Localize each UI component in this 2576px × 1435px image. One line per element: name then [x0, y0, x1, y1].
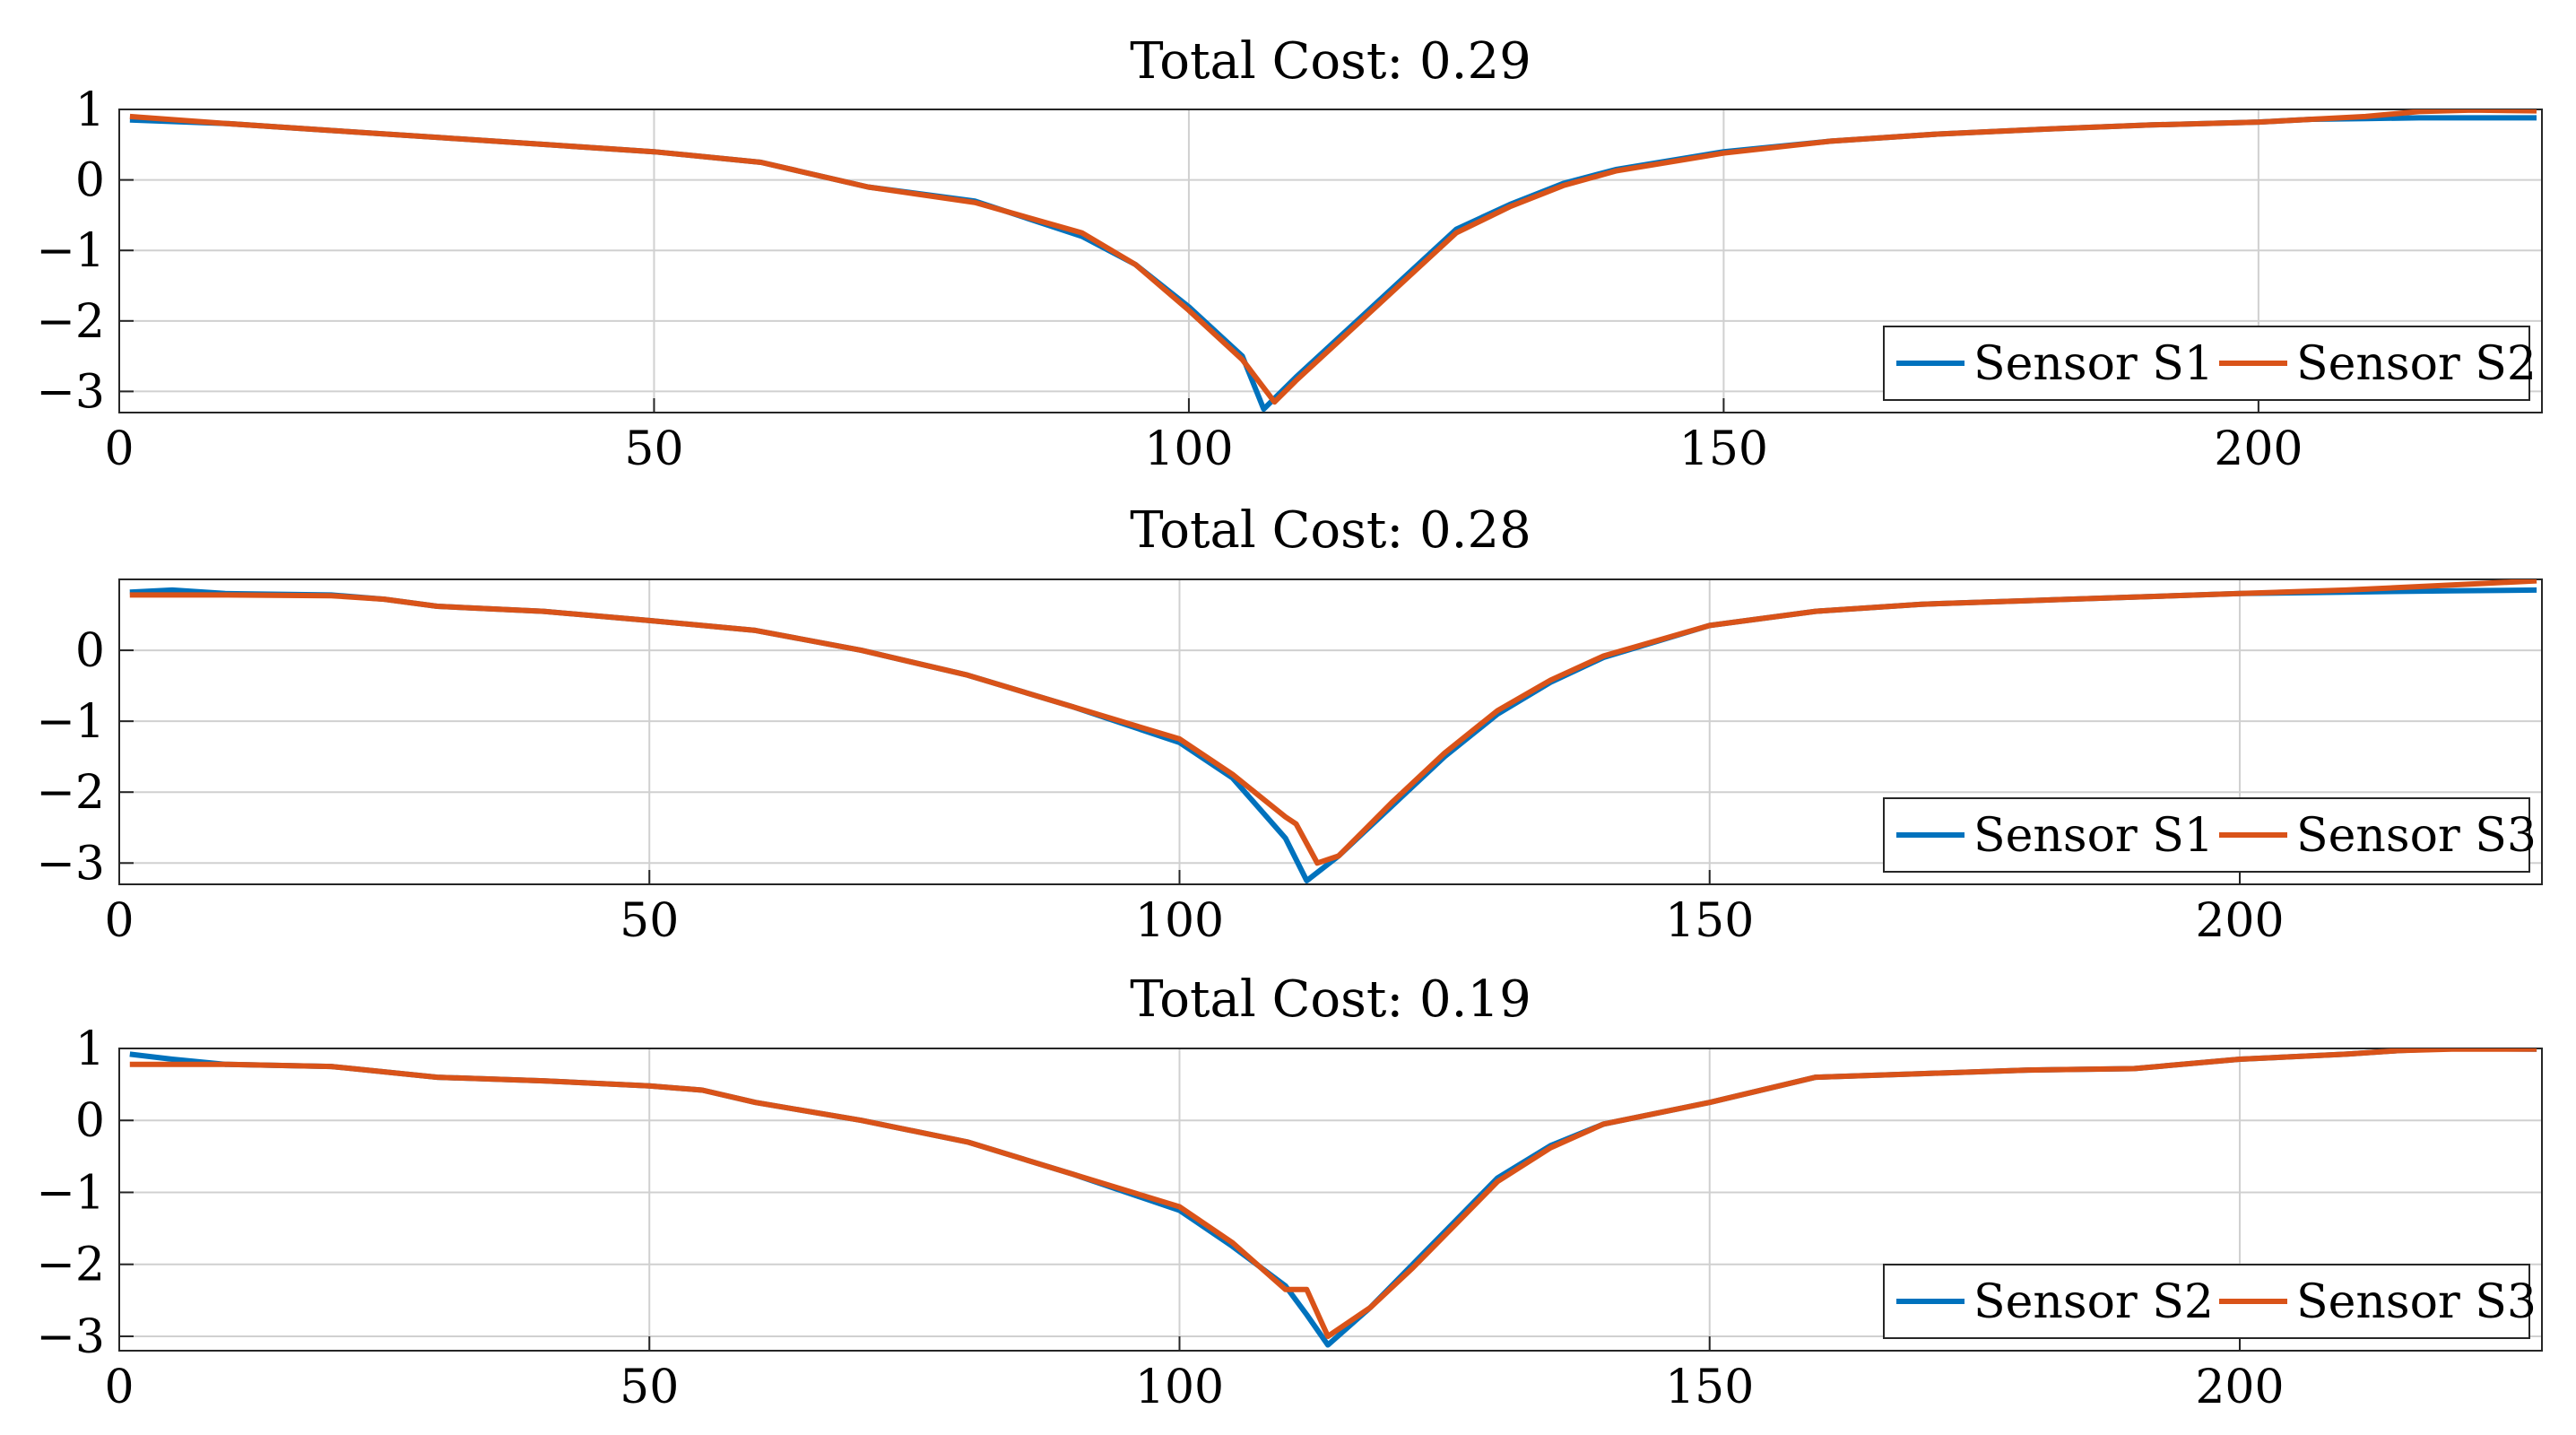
legend-box — [1883, 1264, 2530, 1339]
x-tick-label: 150 — [1665, 894, 1754, 948]
legend-label: Sensor S2 — [2296, 337, 2537, 391]
x-tick-label: 50 — [624, 422, 683, 476]
y-tick-label: 0 — [75, 154, 105, 208]
chart-title: Total Cost: 0.28 — [1130, 501, 1531, 560]
axes-box — [118, 109, 2543, 413]
x-tick-label: 0 — [104, 422, 134, 476]
x-tick-label: 0 — [104, 1361, 134, 1414]
x-tick-label: 200 — [2214, 422, 2303, 476]
y-tick-label: 0 — [75, 1094, 105, 1148]
legend-label: Sensor S1 — [1973, 337, 2214, 391]
x-tick-label: 50 — [620, 894, 679, 948]
x-tick-label: 200 — [2195, 1361, 2284, 1414]
y-tick-label: −2 — [36, 1239, 105, 1292]
series-line-sensor-s3 — [129, 579, 2537, 866]
chart-title: Total Cost: 0.19 — [1130, 970, 1531, 1029]
legend-box — [1883, 326, 2530, 401]
y-tick-label: 1 — [75, 1022, 105, 1076]
y-tick-label: −2 — [36, 295, 105, 349]
y-tick-label: 1 — [75, 83, 105, 137]
y-tick-label: −3 — [36, 837, 105, 891]
series-line-sensor-s3 — [129, 1048, 2537, 1339]
y-tick-label: −1 — [36, 1166, 105, 1220]
legend-label: Sensor S3 — [2296, 809, 2537, 863]
legend: Sensor S2 Sensor S3 — [1883, 1264, 2537, 1339]
chart-panel-1: Total Cost: 0.29 0 50 100 150 200 −3 −2 −1 0 1 Sens… — [36, 32, 2543, 476]
x-tick-label: 0 — [104, 894, 134, 948]
legend: Sensor S1 Sensor S3 — [1883, 797, 2537, 873]
legend-label: Sensor S2 — [1973, 1275, 2214, 1329]
chart-title: Total Cost: 0.29 — [1130, 32, 1531, 91]
chart-panel-3: Total Cost: 0.19 0 50 100 150 200 −3 −2 −1 0 1 Sens… — [36, 970, 2543, 1414]
y-tick-label: −1 — [36, 224, 105, 278]
x-tick-label: 200 — [2195, 894, 2284, 948]
x-tick-label: 150 — [1665, 1361, 1754, 1414]
legend-label: Sensor S3 — [2296, 1275, 2537, 1329]
y-tick-label: −3 — [36, 1310, 105, 1364]
x-tick-label: 150 — [1679, 422, 1768, 476]
x-tick-label: 50 — [620, 1361, 679, 1414]
x-tick-label: 100 — [1135, 1361, 1224, 1414]
legend-label: Sensor S1 — [1973, 809, 2214, 863]
legend-box — [1883, 797, 2530, 873]
x-tick-label: 100 — [1144, 422, 1233, 476]
chart-panel-2: Total Cost: 0.28 0 50 100 150 200 −3 −2 −1 0 Senso… — [36, 501, 2543, 948]
axes-box — [118, 578, 2543, 885]
y-tick-label: −3 — [36, 365, 105, 419]
y-tick-label: 0 — [75, 624, 105, 678]
series-line-sensor-s2 — [129, 109, 2537, 405]
y-tick-label: −1 — [36, 695, 105, 749]
legend: Sensor S1 Sensor S2 — [1883, 326, 2537, 401]
axes-box — [118, 1048, 2543, 1352]
y-tick-label: −2 — [36, 766, 105, 820]
x-tick-label: 100 — [1135, 894, 1224, 948]
